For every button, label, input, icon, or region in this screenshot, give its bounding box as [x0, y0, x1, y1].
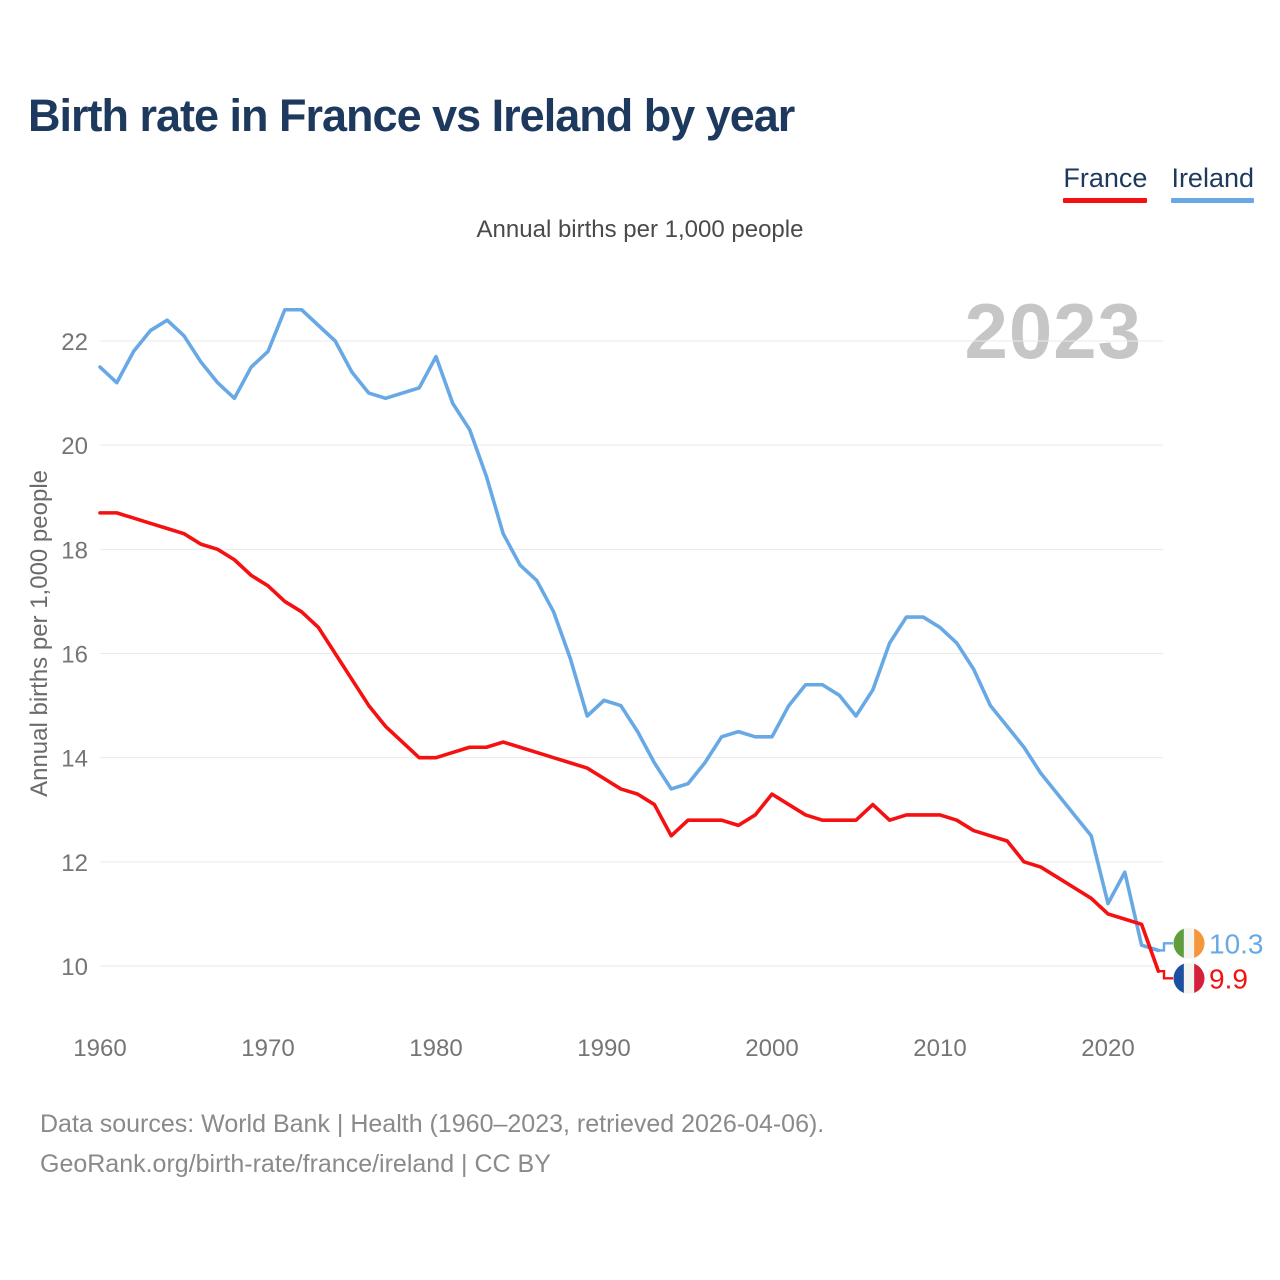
x-tick-label: 2020	[1081, 1035, 1134, 1062]
y-tick-label: 20	[61, 433, 88, 460]
y-tick-label: 16	[61, 642, 88, 669]
footer-sources-line: Data sources: World Bank | Health (1960–…	[40, 1110, 825, 1138]
legend-item-france[interactable]: France	[1063, 163, 1148, 203]
footer-attribution-line: GeoRank.org/birth-rate/france/ireland | …	[40, 1150, 551, 1178]
x-tick-label: 1970	[241, 1035, 294, 1062]
legend: France Ireland	[1063, 163, 1254, 203]
france-flag-icon	[1173, 962, 1205, 994]
legend-color-bar-ireland	[1171, 198, 1254, 203]
footer: Data sources: World Bank | Health (1960–…	[40, 1104, 824, 1184]
series-line-ireland	[98, 307, 1161, 953]
y-tick-label: 10	[61, 954, 88, 981]
series-line-france	[98, 511, 1161, 974]
legend-item-ireland[interactable]: Ireland	[1171, 163, 1254, 203]
legend-label-france: France	[1063, 163, 1148, 193]
chart-title: Birth rate in France vs Ireland by year	[28, 90, 795, 141]
x-tick-label: 2000	[745, 1035, 798, 1062]
y-tick-label: 18	[61, 537, 88, 564]
end-value-label-ireland: 10.3	[1209, 928, 1264, 959]
ireland-flag-icon	[1173, 927, 1205, 959]
y-tick-label: 14	[61, 746, 88, 773]
legend-label-ireland: Ireland	[1171, 163, 1254, 193]
chart-subtitle: Annual births per 1,000 people	[476, 216, 804, 243]
legend-color-bar-france	[1063, 198, 1148, 203]
end-leader-france	[1158, 970, 1173, 980]
y-tick-label: 22	[61, 329, 88, 356]
end-value-label-france: 9.9	[1209, 963, 1248, 994]
y-tick-label: 12	[61, 850, 88, 877]
year-watermark: 2023	[964, 287, 1142, 375]
x-tick-label: 1980	[409, 1035, 462, 1062]
x-tick-label: 1960	[73, 1035, 126, 1062]
x-tick-label: 2010	[913, 1035, 966, 1062]
x-tick-label: 1990	[577, 1035, 630, 1062]
end-leader-ireland	[1158, 942, 1173, 952]
